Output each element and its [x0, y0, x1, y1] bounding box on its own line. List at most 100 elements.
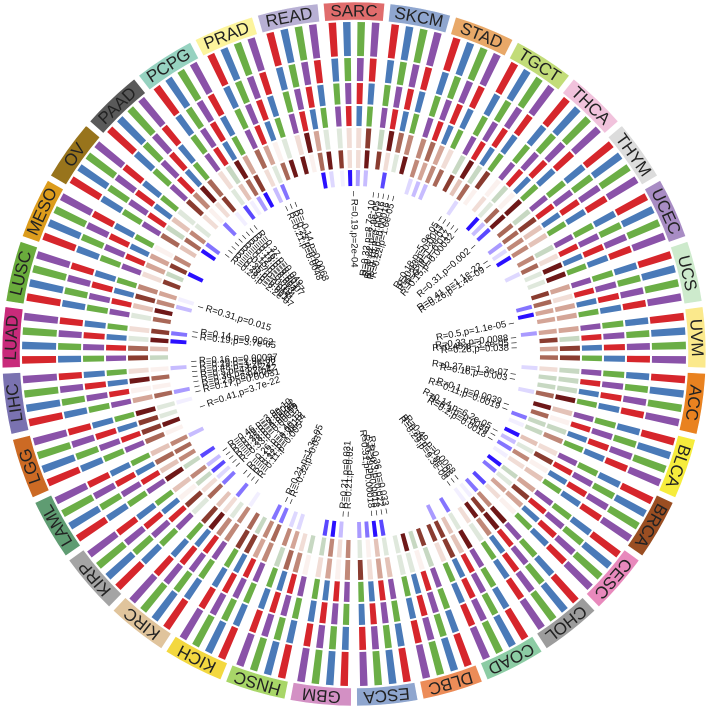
heat-cell-pcpg-3-0	[204, 152, 221, 173]
heat-cell-esca-0-3	[359, 651, 368, 686]
heat-cell-prad-4-3	[281, 138, 293, 159]
heat-cell-chol-4-0	[489, 505, 507, 524]
heat-cell-kirc-3-3	[186, 521, 204, 541]
heat-cell-ov-0-3	[94, 141, 126, 169]
heat-cell-kirp-4-3	[172, 476, 192, 493]
heat-cell-dlbc-0-0	[453, 632, 472, 668]
correlation-label: – R=0.19,p=2e-04	[349, 191, 360, 268]
heat-cell-meso-4-0	[141, 271, 163, 284]
heat-cell-kirp-3-0	[175, 512, 194, 531]
heat-cell-stad-3-0	[422, 117, 434, 139]
heat-cell-laml-4-2	[154, 451, 175, 465]
segment-label-lusc: LUSC	[6, 249, 35, 298]
heat-cell-chol-1-1	[524, 562, 545, 585]
heat-cell-lihc-5-1	[152, 382, 171, 390]
heat-cell-brca-6-1	[500, 433, 517, 445]
heat-cell-gbm-5-1	[336, 539, 343, 558]
heat-cell-esca-5-3	[357, 539, 363, 558]
heat-cell-pcpg-1-1	[185, 106, 205, 130]
heat-cell-thca-3-0	[498, 161, 516, 181]
heat-cell-hnsc-3-2	[276, 570, 288, 592]
heat-cell-prad-5-3	[288, 159, 299, 178]
heat-cell-prad-2-0	[234, 108, 249, 130]
heat-cell-thym-5-1	[501, 230, 519, 245]
heat-cell-prad-3-1	[254, 124, 268, 146]
heat-cell-blca-5-2	[527, 416, 547, 428]
heat-cell-ucec-5-3	[527, 279, 546, 290]
heat-cell-thca-0-3	[571, 126, 601, 155]
heat-cell-kirc-2-0	[198, 558, 216, 580]
heat-cell-laml-2-1	[120, 481, 142, 498]
heat-cell-pcpg-3-3	[231, 135, 246, 156]
heat-cell-uvm-5-0	[538, 328, 557, 336]
heat-cell-blca-0-0	[640, 429, 676, 446]
heat-cell-laml-1-1	[99, 492, 123, 511]
heat-cell-skcm-5-0	[375, 151, 382, 170]
heat-cell-coad-6-2	[425, 504, 437, 521]
heat-cell-brca-2-2	[566, 481, 588, 498]
heat-cell-cesc-1-3	[545, 543, 567, 565]
heat-cell-thca-3-1	[505, 168, 524, 188]
segment-label-gbm: GBM	[301, 684, 341, 707]
heat-cell-sarc-1-3	[368, 58, 377, 82]
heat-cell-cesc-2-0	[551, 502, 572, 521]
heat-cell-tgct-5-0	[442, 174, 455, 193]
heat-cell-thca-5-2	[483, 207, 500, 224]
heat-cell-pcpg-0-1	[165, 76, 191, 109]
heat-cell-kirc-2-1	[188, 552, 207, 573]
segment-ring-uvm	[684, 306, 707, 369]
heat-cell-kirc-1-3	[153, 554, 174, 577]
heat-cell-kich-2-0	[243, 582, 257, 604]
heat-cell-prad-1-2	[246, 75, 262, 100]
heat-cell-kirp-1-0	[141, 543, 163, 565]
heat-cell-lihc-3-2	[107, 378, 128, 387]
heat-cell-thym-2-0	[545, 180, 566, 199]
heat-cell-uvm-4-1	[559, 335, 580, 343]
heat-cell-lusc-3-0	[109, 308, 130, 318]
heat-cell-thca-2-0	[512, 144, 531, 164]
heat-cell-lgg-5-0	[165, 424, 184, 436]
segment-label-blca: BLCA	[662, 442, 695, 491]
heat-cell-skcm-4-3	[403, 134, 414, 156]
heat-cell-ucec-1-3	[608, 245, 632, 260]
heat-cell-kirc-3-0	[211, 540, 228, 561]
heat-cell-dlbc-5-0	[415, 527, 427, 547]
heat-cell-uvm-2-3	[603, 355, 625, 362]
heat-cell-sarc-4-1	[346, 128, 352, 149]
heat-cell-acc-1-3	[620, 407, 645, 419]
heatmap-tracks	[22, 22, 686, 686]
heat-cell-acc-6-3	[517, 386, 535, 395]
heat-cell-laml-0-1	[68, 505, 102, 530]
heat-cell-esca-5-0	[381, 537, 389, 556]
heat-cell-pcpg-2-3	[220, 115, 236, 137]
heat-cell-uvm-2-0	[602, 320, 624, 329]
heat-cell-lgg-2-3	[91, 417, 114, 429]
heat-cell-read-1-1	[288, 63, 300, 88]
heat-cell-dlbc-5-1	[408, 530, 418, 550]
heat-cell-laml-3-1	[140, 470, 161, 486]
heat-cell-meso-3-2	[129, 243, 150, 258]
heat-cell-chol-0-3	[519, 597, 545, 630]
heat-cell-esca-0-2	[372, 650, 383, 686]
heat-cell-read-6-3	[329, 171, 335, 188]
heat-cell-pcpg-2-2	[209, 121, 226, 143]
heat-cell-chol-3-0	[504, 521, 522, 541]
heat-cell-tgct-1-2	[503, 106, 523, 130]
heat-cell-kirc-0-1	[151, 590, 178, 622]
heat-cell-kirc-1-1	[173, 570, 193, 593]
heat-cell-laml-3-2	[135, 461, 156, 476]
heat-cell-luad-4-3	[129, 325, 150, 334]
segment-ring-laml	[34, 494, 81, 557]
heat-cell-laml-2-3	[109, 462, 132, 477]
heat-cell-meso-2-0	[99, 254, 122, 268]
heat-cell-ov-0-1	[77, 164, 110, 190]
heat-cell-cesc-2-3	[529, 527, 549, 547]
heat-cell-ov-5-1	[183, 237, 202, 252]
heat-cell-lgg-3-1	[120, 430, 142, 443]
heat-cell-blca-0-2	[632, 454, 667, 473]
heat-cell-cesc-2-1	[544, 511, 565, 530]
heat-cell-kirp-2-0	[159, 527, 179, 547]
heat-cell-acc-5-3	[535, 390, 555, 399]
heat-cell-ov-3-1	[147, 212, 167, 228]
heat-cell-kich-0-3	[179, 607, 204, 641]
